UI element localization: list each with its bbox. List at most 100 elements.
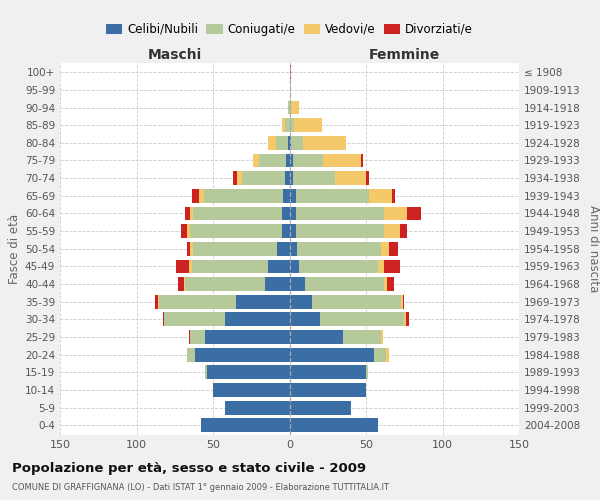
Bar (191, 260, 268, 274)
Bar (190, 206, 193, 220)
Bar (288, 100, 290, 114)
Bar (225, 401, 290, 414)
Bar (193, 206, 282, 220)
Bar (290, 277, 305, 291)
Bar (199, 189, 204, 202)
Bar (389, 242, 398, 256)
Bar (290, 260, 299, 274)
Bar (188, 330, 190, 344)
Bar (290, 154, 293, 168)
Bar (313, 295, 401, 308)
Bar (155, 295, 158, 308)
Bar (407, 206, 421, 220)
Bar (286, 154, 290, 168)
Bar (369, 189, 392, 202)
Bar (290, 66, 291, 79)
Bar (285, 171, 290, 185)
Bar (378, 260, 385, 274)
Bar (238, 171, 242, 185)
Bar (268, 260, 290, 274)
Bar (291, 136, 303, 149)
Bar (276, 136, 288, 149)
Bar (185, 206, 190, 220)
Bar (293, 171, 335, 185)
Bar (158, 295, 160, 308)
Text: COMUNE DI GRAFFIGNANA (LO) - Dati ISTAT 1° gennaio 2009 - Elaborazione TUTTITALI: COMUNE DI GRAFFIGNANA (LO) - Dati ISTAT … (12, 483, 389, 492)
Bar (225, 312, 290, 326)
Bar (296, 189, 369, 202)
Bar (335, 171, 366, 185)
Bar (385, 224, 400, 238)
Bar (386, 348, 389, 362)
Bar (242, 171, 285, 185)
Bar (282, 224, 290, 238)
Bar (283, 189, 290, 202)
Bar (303, 136, 346, 149)
Bar (164, 312, 225, 326)
Bar (294, 118, 322, 132)
Y-axis label: Anni di nascita: Anni di nascita (587, 205, 600, 292)
Bar (290, 418, 378, 432)
Bar (385, 260, 400, 274)
Bar (404, 312, 406, 326)
Bar (204, 189, 283, 202)
Bar (185, 277, 265, 291)
Bar (290, 401, 350, 414)
Bar (187, 224, 190, 238)
Bar (388, 277, 394, 291)
Bar (213, 383, 290, 397)
Bar (277, 242, 290, 256)
Bar (178, 277, 184, 291)
Bar (406, 312, 409, 326)
Bar (297, 242, 382, 256)
Bar (366, 171, 369, 185)
Bar (290, 312, 320, 326)
Bar (296, 224, 385, 238)
Bar (293, 154, 323, 168)
Bar (205, 366, 207, 379)
Bar (305, 277, 385, 291)
Bar (290, 330, 343, 344)
Y-axis label: Fasce di età: Fasce di età (8, 214, 21, 284)
Bar (163, 312, 164, 326)
Bar (193, 242, 277, 256)
Bar (282, 118, 285, 132)
Bar (268, 136, 276, 149)
Bar (194, 348, 290, 362)
Bar (290, 366, 366, 379)
Text: Femmine: Femmine (368, 48, 440, 62)
Bar (385, 277, 388, 291)
Bar (382, 242, 389, 256)
Bar (205, 330, 290, 344)
Bar (400, 224, 407, 238)
Bar (343, 330, 382, 344)
Bar (187, 242, 190, 256)
Bar (290, 295, 313, 308)
Bar (323, 154, 361, 168)
Bar (374, 348, 386, 362)
Bar (190, 330, 205, 344)
Bar (290, 189, 296, 202)
Legend: Celibi/Nubili, Coniugati/e, Vedovi/e, Divorziati/e: Celibi/Nubili, Coniugati/e, Vedovi/e, Di… (101, 18, 478, 40)
Text: Maschi: Maschi (148, 48, 202, 62)
Bar (385, 206, 407, 220)
Bar (290, 383, 366, 397)
Bar (290, 83, 291, 96)
Bar (181, 224, 187, 238)
Bar (160, 295, 236, 308)
Bar (320, 312, 404, 326)
Bar (290, 118, 294, 132)
Bar (201, 418, 290, 432)
Bar (290, 242, 297, 256)
Bar (290, 206, 296, 220)
Bar (176, 260, 188, 274)
Bar (191, 189, 199, 202)
Bar (187, 348, 194, 362)
Bar (259, 154, 286, 168)
Bar (296, 206, 385, 220)
Bar (285, 118, 290, 132)
Bar (290, 171, 293, 185)
Bar (290, 136, 291, 149)
Bar (184, 277, 185, 291)
Bar (291, 100, 299, 114)
